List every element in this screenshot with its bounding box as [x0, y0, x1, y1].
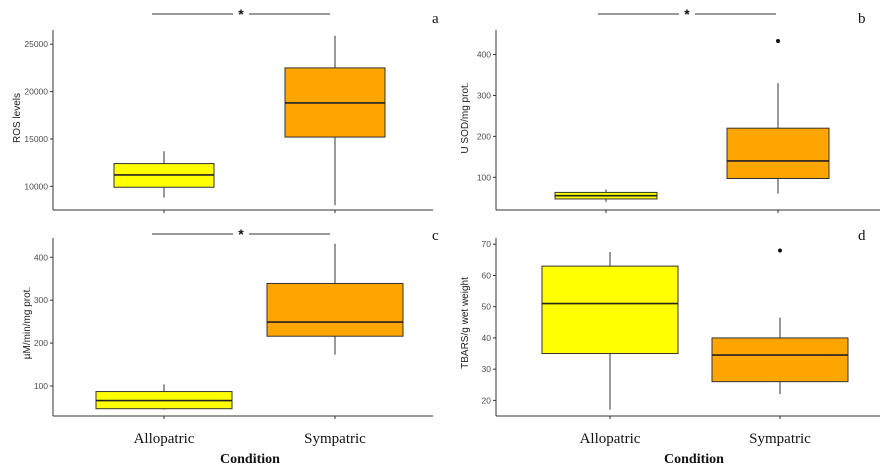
y-axis-label: ROS levels: [12, 93, 23, 143]
y-tick-label: 15000: [24, 134, 48, 144]
y-tick-label: 20: [482, 395, 492, 405]
y-tick-label: 70: [482, 239, 492, 249]
significance-star: *: [238, 6, 244, 22]
y-tick-label: 200: [34, 338, 48, 348]
panel-label: c: [432, 228, 439, 244]
y-tick-label: 400: [477, 50, 491, 60]
box-iqr: [266, 282, 404, 337]
x-axis-title: Condition: [664, 452, 724, 466]
y-tick-label: 300: [34, 295, 48, 305]
y-tick-label: 50: [482, 302, 492, 312]
y-tick-label: 300: [477, 90, 491, 100]
panel-b: U SOD/mg prot. b 100 200 300 400 *: [460, 6, 880, 213]
y-tick-label: 30: [482, 364, 492, 374]
box-iqr: [541, 265, 679, 355]
outlier-point: [778, 248, 782, 253]
x-tick-label: Sympatric: [749, 431, 811, 447]
box-iqr: [726, 127, 830, 180]
significance-star: *: [238, 226, 244, 242]
x-tick-label: Sympatric: [304, 431, 366, 447]
y-tick-label: 10000: [24, 181, 48, 191]
y-tick-label: 25000: [24, 39, 48, 49]
y-tick-label: 200: [477, 131, 491, 141]
panel-a: ROS levels a 10000 15000 20000 25000 *: [12, 6, 439, 213]
y-tick-label: 40: [482, 333, 492, 343]
panel-label: b: [858, 11, 866, 27]
x-axis-title: Condition: [220, 452, 280, 466]
x-tick-label: Allopatric: [134, 431, 195, 447]
outlier-point: [776, 39, 780, 44]
y-tick-label: 100: [34, 381, 48, 391]
panel-d: TBARS/g wet weight d Allopatric Sympatri…: [460, 228, 880, 466]
y-tick-label: 100: [477, 172, 491, 182]
y-axis-label: U SOD/mg prot.: [460, 82, 471, 153]
y-tick-label: 400: [34, 252, 48, 262]
y-axis-label: TBARS/g wet weight: [460, 277, 471, 369]
panel-label: d: [858, 228, 866, 244]
box-iqr: [711, 337, 849, 383]
y-tick-label: 20000: [24, 87, 48, 97]
y-axis-label: µM/min/mg prot.: [22, 287, 33, 359]
x-tick-label: Allopatric: [580, 431, 641, 447]
panel-label: a: [432, 11, 439, 27]
y-tick-label: 60: [482, 270, 492, 280]
panel-c: µM/min/mg prot. c Allopatric Sympatric C…: [22, 226, 439, 466]
significance-star: *: [684, 6, 690, 22]
